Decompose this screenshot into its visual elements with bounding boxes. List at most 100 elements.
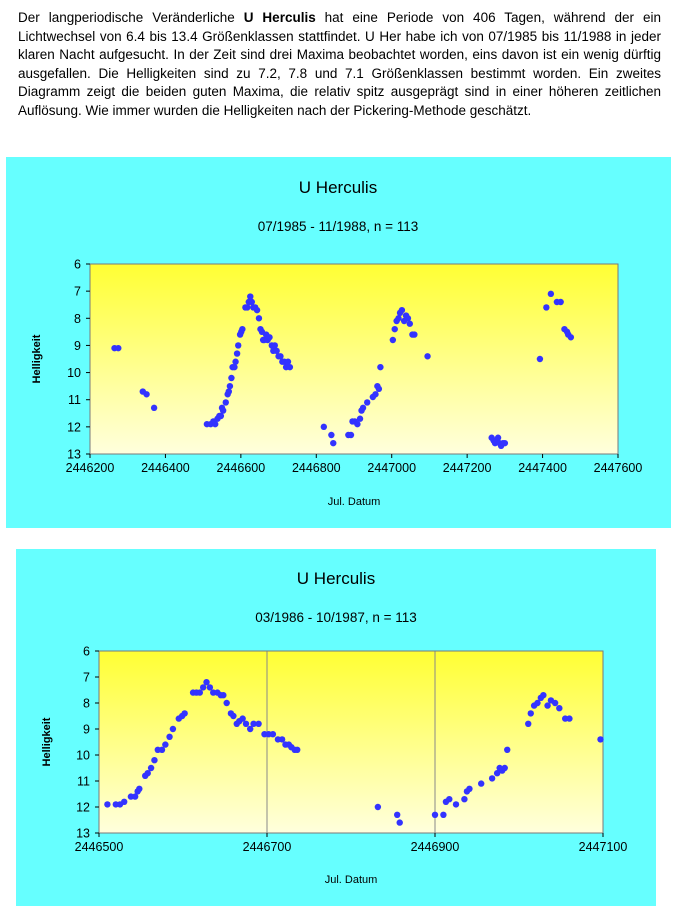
y-tick-label: 9 <box>83 723 90 737</box>
y-axis-label: Helligkeit <box>41 717 53 766</box>
x-tick-label: 2446600 <box>217 461 266 475</box>
y-tick-label: 9 <box>74 339 81 353</box>
data-point <box>203 679 210 686</box>
data-point <box>488 775 496 782</box>
data-point <box>233 350 241 357</box>
y-tick-label: 12 <box>76 801 90 815</box>
data-point <box>226 382 234 390</box>
data-point <box>239 325 246 333</box>
data-point <box>493 770 501 777</box>
y-tick-label: 12 <box>67 420 81 434</box>
data-point <box>354 420 361 428</box>
data-point <box>440 811 447 818</box>
data-point <box>147 764 155 772</box>
data-point <box>181 710 188 717</box>
data-point <box>206 684 214 691</box>
star-name: U Herculis <box>243 10 316 25</box>
data-point <box>534 699 541 707</box>
data-point <box>567 334 575 341</box>
x-tick-label: 2446400 <box>141 461 190 475</box>
intro-paragraph: Der langperiodische Veränderliche U Herc… <box>18 9 661 120</box>
data-point <box>501 439 509 447</box>
data-point <box>250 720 257 727</box>
data-point <box>494 434 502 441</box>
data-point <box>273 347 280 355</box>
data-point <box>525 720 532 727</box>
data-point <box>330 439 337 447</box>
data-point <box>230 712 237 720</box>
x-tick-label: 2446800 <box>292 461 341 475</box>
data-point <box>446 796 453 803</box>
data-point <box>551 699 559 707</box>
x-tick-label: 2446200 <box>66 461 115 475</box>
data-point <box>271 342 278 349</box>
data-point <box>452 801 460 808</box>
y-tick-label: 10 <box>76 749 90 763</box>
data-point <box>557 298 564 306</box>
data-point <box>396 819 403 826</box>
x-axis-label: Jul. Datum <box>325 874 378 886</box>
data-point <box>547 290 555 298</box>
data-point <box>391 325 398 333</box>
data-point <box>404 315 412 322</box>
data-point <box>253 306 261 314</box>
x-tick-label: 2447600 <box>594 461 643 475</box>
chart-title: U Herculis <box>299 178 377 197</box>
data-point <box>248 298 255 306</box>
y-tick-label: 6 <box>83 645 90 659</box>
x-tick-label: 2447100 <box>579 840 628 854</box>
data-point <box>166 733 173 740</box>
y-tick-label: 13 <box>76 827 90 841</box>
y-tick-label: 6 <box>74 258 81 272</box>
data-point <box>478 780 485 787</box>
data-point <box>225 388 232 395</box>
data-point <box>136 785 143 792</box>
intro-text-rest: hat eine Periode von 406 Tagen, während … <box>18 10 661 118</box>
x-tick-label: 2447400 <box>518 461 567 475</box>
data-point <box>121 798 128 805</box>
data-point <box>143 391 150 398</box>
data-point <box>104 801 111 808</box>
data-point <box>150 404 158 412</box>
data-point <box>411 331 418 338</box>
data-point <box>222 399 229 406</box>
data-point <box>347 431 355 439</box>
data-point <box>431 811 439 818</box>
data-point <box>466 785 473 792</box>
data-point <box>269 731 277 738</box>
data-point <box>131 793 139 800</box>
data-point <box>242 720 250 727</box>
data-point <box>247 725 254 733</box>
x-axis-label: Jul. Datum <box>328 496 381 508</box>
data-point <box>144 770 151 777</box>
data-point <box>377 363 384 371</box>
x-tick-label: 2447000 <box>367 461 416 475</box>
data-point <box>212 420 219 428</box>
data-point <box>544 702 551 709</box>
data-point <box>255 720 262 727</box>
data-point <box>220 692 227 699</box>
data-point <box>239 715 246 722</box>
data-point <box>196 689 203 696</box>
y-axis-label: Helligkeit <box>31 334 43 383</box>
chart-title: U Herculis <box>297 569 375 588</box>
y-tick-label: 8 <box>83 697 90 711</box>
plot-area <box>99 651 603 833</box>
plot-border <box>89 263 619 455</box>
data-point <box>266 334 273 341</box>
data-point <box>364 399 371 406</box>
y-tick-label: 8 <box>74 312 81 326</box>
chart-panel-2: U Herculis 03/1986 - 10/1987, n = 113 6 7 8 9… <box>16 549 656 906</box>
plot-border <box>98 650 604 834</box>
data-point <box>356 415 364 422</box>
y-tick-label: 7 <box>74 285 81 299</box>
chart-panel-1: U Herculis 07/1985 - 11/1988, n = 113 6 7 8 9… <box>6 157 671 528</box>
data-point <box>527 710 534 717</box>
data-point <box>219 407 227 414</box>
y-tick-label: 7 <box>83 671 90 685</box>
data-point <box>543 304 550 311</box>
x-tick-label: 2446500 <box>75 840 124 854</box>
data-point <box>540 692 547 699</box>
data-point <box>255 315 263 322</box>
data-point <box>556 705 563 712</box>
